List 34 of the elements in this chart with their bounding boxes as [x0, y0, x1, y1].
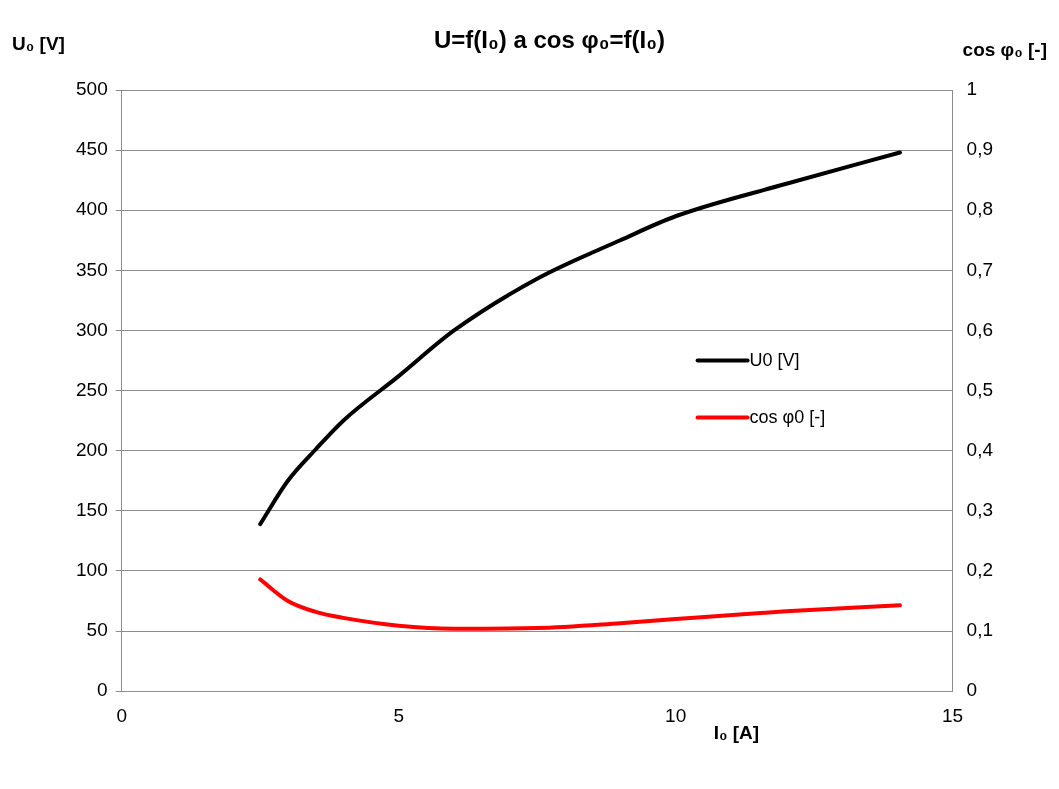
y2-tick-label: 1: [966, 78, 978, 100]
x-tick-label: 10: [665, 704, 687, 726]
x-axis-title: I₀ [A]: [713, 722, 760, 744]
y2-tick-label: 0,9: [966, 138, 994, 160]
x-tick-label: 0: [116, 704, 127, 726]
y2-tick-label: 0,2: [966, 559, 994, 581]
y2-tick-label: 0,1: [966, 619, 994, 641]
line-series: [258, 577, 902, 631]
y-tick-label: 400: [76, 198, 108, 220]
y2-tick-label: 0,6: [966, 318, 994, 340]
y2-tick-label: 0,8: [966, 198, 994, 220]
y-tick-label: 200: [76, 438, 108, 460]
y-tick-label: 0: [97, 679, 108, 701]
y-tick-label: 300: [76, 318, 108, 340]
x-tick-label: 15: [942, 704, 964, 726]
y2-axis-title: cos φ₀ [-]: [962, 39, 1047, 60]
y2-tick-label: 0: [966, 679, 978, 701]
y2-tick-label: 0,5: [966, 378, 994, 400]
y-tick-label: 100: [76, 559, 108, 581]
y-tick-label: 500: [76, 78, 108, 100]
y2-tick-label: 0,4: [966, 438, 994, 460]
chart-title: U=f(I₀) a cos φ₀=f(I₀): [434, 26, 665, 53]
y2-tick-label: 0,3: [966, 499, 994, 521]
y-tick-label: 350: [76, 258, 108, 280]
x-tick-label: 5: [393, 704, 404, 726]
y2-tick-label: 0,7: [966, 258, 994, 280]
legend-label: U0 [V]: [749, 349, 800, 370]
legend-label: cos φ0 [-]: [749, 406, 826, 427]
y-tick-label: 250: [76, 378, 108, 400]
line-series: [258, 150, 902, 527]
y-tick-label: 450: [76, 138, 108, 160]
y-tick-label: 150: [76, 499, 108, 521]
y-tick-label: 50: [86, 619, 108, 641]
y-axis-title: U₀ [V]: [12, 33, 65, 54]
